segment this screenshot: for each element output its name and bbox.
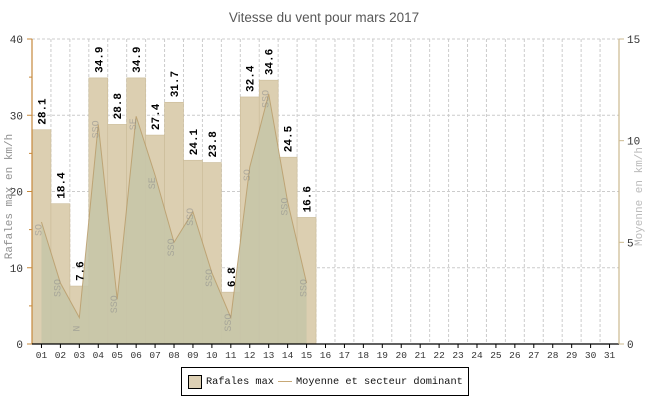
svg-text:6.8: 6.8: [227, 267, 239, 287]
svg-text:25: 25: [490, 350, 502, 361]
svg-text:17: 17: [339, 350, 350, 361]
svg-text:23: 23: [452, 350, 464, 361]
svg-text:10: 10: [10, 264, 23, 276]
svg-text:24: 24: [471, 350, 483, 361]
svg-text:20: 20: [396, 350, 408, 361]
svg-text:SE: SE: [129, 118, 140, 130]
svg-text:24.1: 24.1: [189, 128, 201, 155]
svg-text:14: 14: [282, 350, 294, 361]
svg-text:Vitesse du vent pour mars 2017: Vitesse du vent pour mars 2017: [229, 10, 419, 25]
svg-text:31: 31: [604, 350, 616, 361]
svg-text:28.8: 28.8: [113, 93, 125, 120]
svg-text:08: 08: [168, 350, 180, 361]
svg-text:28: 28: [547, 350, 559, 361]
svg-text:18.4: 18.4: [56, 172, 68, 199]
svg-text:34.9: 34.9: [94, 46, 106, 72]
svg-text:22: 22: [433, 350, 445, 361]
svg-text:12: 12: [244, 350, 256, 361]
svg-text:28.1: 28.1: [37, 98, 49, 125]
svg-text:SSO: SSO: [281, 198, 292, 216]
svg-text:SO: SO: [243, 169, 254, 181]
svg-text:10: 10: [627, 137, 640, 149]
svg-text:Rafales max en km/h: Rafales max en km/h: [4, 134, 16, 259]
svg-text:SSO: SSO: [186, 208, 197, 226]
svg-text:16.6: 16.6: [303, 186, 315, 212]
svg-text:15: 15: [627, 35, 640, 47]
svg-text:29: 29: [566, 350, 578, 361]
svg-text:30: 30: [10, 111, 23, 123]
svg-text:SSO: SSO: [224, 314, 235, 332]
svg-text:N: N: [72, 326, 83, 332]
svg-text:SE: SE: [148, 177, 159, 189]
svg-text:11: 11: [225, 350, 237, 361]
svg-text:SSO: SSO: [91, 120, 102, 138]
svg-text:SSO: SSO: [300, 279, 311, 297]
svg-text:07: 07: [149, 350, 160, 361]
svg-text:04: 04: [93, 350, 105, 361]
svg-text:23.8: 23.8: [208, 131, 220, 158]
svg-text:09: 09: [187, 350, 199, 361]
svg-text:21: 21: [414, 350, 426, 361]
svg-text:SSO: SSO: [262, 90, 273, 108]
svg-text:0: 0: [16, 340, 23, 352]
svg-text:0: 0: [627, 340, 634, 352]
svg-text:40: 40: [10, 35, 23, 47]
svg-text:27: 27: [528, 350, 539, 361]
svg-text:01: 01: [36, 350, 48, 361]
svg-text:18: 18: [358, 350, 370, 361]
svg-text:26: 26: [509, 350, 521, 361]
svg-text:05: 05: [112, 350, 124, 361]
svg-text:19: 19: [377, 350, 389, 361]
svg-text:10: 10: [206, 350, 218, 361]
svg-text:16: 16: [320, 350, 332, 361]
svg-text:03: 03: [74, 350, 86, 361]
svg-text:27.4: 27.4: [151, 103, 163, 130]
svg-text:31.7: 31.7: [170, 71, 182, 97]
svg-text:SO: SO: [34, 224, 45, 236]
svg-text:5: 5: [627, 238, 634, 250]
svg-text:SSO: SSO: [205, 269, 216, 287]
svg-text:13: 13: [263, 350, 275, 361]
svg-text:06: 06: [130, 350, 142, 361]
svg-text:02: 02: [55, 350, 67, 361]
svg-text:SSO: SSO: [110, 295, 121, 313]
svg-text:34.6: 34.6: [265, 49, 277, 75]
svg-text:SSO: SSO: [53, 279, 64, 297]
svg-text:30: 30: [585, 350, 597, 361]
svg-text:24.5: 24.5: [284, 125, 296, 152]
svg-text:15: 15: [301, 350, 313, 361]
svg-text:34.9: 34.9: [132, 46, 144, 72]
svg-text:SSO: SSO: [167, 238, 178, 256]
svg-text:32.4: 32.4: [246, 65, 258, 92]
svg-text:7.6: 7.6: [75, 261, 87, 281]
svg-text:Moyenne en km/h: Moyenne en km/h: [634, 147, 646, 246]
